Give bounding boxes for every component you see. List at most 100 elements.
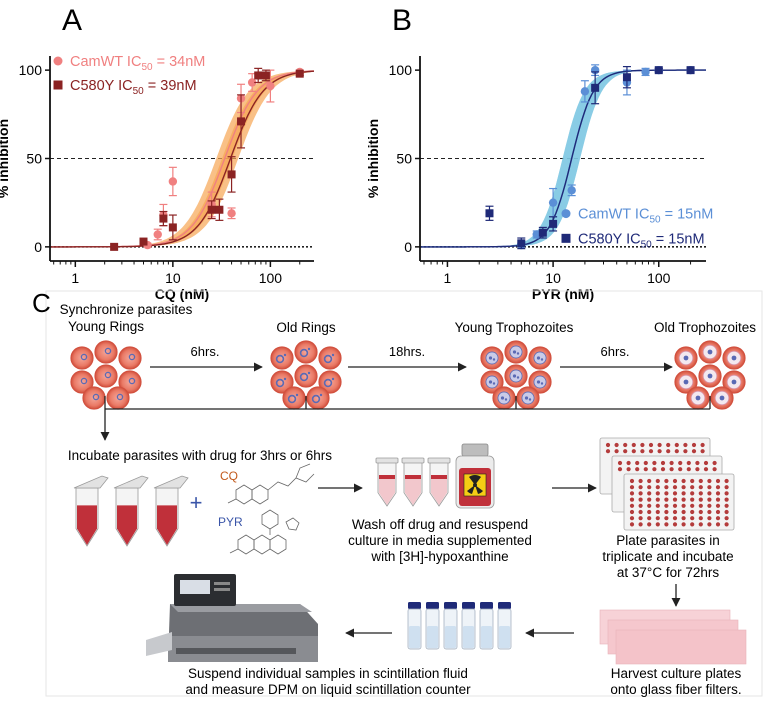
- data-point-camwt: [580, 87, 590, 96]
- plate-well: [605, 449, 611, 454]
- chart-b: 0 50 100 1 10 100 PYR (nM) % inhibition CamWT IC…: [365, 56, 713, 302]
- data-point-c580y: [686, 66, 695, 75]
- plate-well: [707, 485, 712, 490]
- pyr-structure: [229, 509, 300, 555]
- parasite-dot: [536, 356, 541, 360]
- scintillation-vials: [407, 602, 512, 650]
- data-point-camwt: [548, 198, 558, 207]
- parasite-dot: [536, 380, 541, 384]
- pellet-band: [405, 475, 421, 479]
- plate-well: [629, 491, 635, 496]
- plate-well: [629, 478, 635, 484]
- legend-entry: CamWT IC50 = 34nM: [70, 54, 205, 73]
- plate-well: [655, 485, 660, 490]
- plate-well: [638, 522, 643, 527]
- data-point-camwt: [168, 177, 178, 186]
- plate-well: [690, 478, 695, 484]
- ring-parasite: [80, 353, 88, 361]
- parasite-dot: [512, 374, 517, 378]
- red-blood-cell: [270, 346, 294, 370]
- plate-well: [672, 497, 678, 502]
- y-tick-label: 100: [389, 62, 413, 78]
- plate-well: [666, 449, 671, 454]
- plate-well: [681, 516, 686, 521]
- plate-well: [664, 478, 669, 484]
- young-troph-label: Young Trophozoites: [455, 320, 574, 335]
- x-tick-label: 100: [647, 270, 671, 286]
- ring-parasite: [275, 354, 285, 364]
- pellet-band: [431, 475, 447, 479]
- plate-well: [681, 491, 686, 496]
- tube-cap: [73, 475, 109, 489]
- plate-well: [638, 516, 643, 521]
- panel-c: C Synchronize parasites Young Rings Old …: [32, 288, 763, 697]
- plate-well: [678, 467, 683, 472]
- pyr-label: PYR: [218, 515, 243, 529]
- parasite-dot: [528, 398, 532, 401]
- data-point-camwt: [532, 230, 541, 239]
- plate-well: [629, 503, 635, 508]
- ring-parasite: [275, 378, 285, 388]
- data-point-camwt: [567, 186, 576, 195]
- data-point-c580y: [538, 228, 547, 237]
- ring-parasite: [128, 377, 136, 385]
- x-axis-label: CQ (nM): [155, 286, 209, 302]
- plate-well: [683, 442, 688, 448]
- plate-well: [690, 503, 695, 508]
- data-point-c580y: [237, 117, 246, 126]
- plate-well: [672, 509, 678, 515]
- plate-well: [707, 522, 712, 527]
- panel-a: A 0 50 100 1 10 100 CQ (nM) % inhibition CamWT I…: [0, 4, 315, 302]
- ring-parasite: [104, 371, 112, 379]
- plate-well: [707, 497, 712, 502]
- red-blood-cell: [306, 386, 330, 410]
- panel-b: B 0 50 100 1 10 100 PYR (nM) % inhibition CamWT …: [365, 4, 713, 302]
- plate-well: [664, 503, 669, 508]
- cq-structure: [227, 463, 315, 505]
- ring-parasite: [116, 393, 124, 401]
- plate-well: [635, 467, 640, 472]
- plate-well: [664, 516, 669, 521]
- data-point-c580y: [168, 223, 177, 232]
- plate-well: [681, 522, 686, 527]
- panel-c-letter: C: [32, 288, 51, 318]
- plate-well: [652, 460, 657, 466]
- rbc-cluster: [70, 340, 142, 410]
- plate-well: [626, 460, 631, 466]
- culture-plates: [599, 437, 735, 531]
- plate-well: [638, 491, 643, 496]
- plate-well: [672, 516, 678, 521]
- ring-parasite: [323, 354, 333, 364]
- cq-label: CQ: [220, 469, 238, 483]
- plate-well: [657, 442, 662, 448]
- scintillation-vial: [425, 602, 440, 650]
- plate-well: [703, 467, 709, 472]
- tube-liquid: [405, 475, 421, 505]
- plate-well: [672, 485, 678, 490]
- data-point-c580y: [207, 205, 216, 214]
- scintillation-vial: [479, 602, 494, 650]
- plate-well: [629, 485, 635, 490]
- red-blood-cell: [318, 346, 342, 370]
- plate-well: [638, 497, 643, 502]
- plate-well: [660, 460, 666, 466]
- parasite-dot: [516, 376, 520, 379]
- drug-tubes: [73, 475, 189, 547]
- plate-well: [707, 509, 712, 515]
- data-point-c580y: [261, 71, 270, 80]
- plate-well: [690, 485, 695, 490]
- plate-well: [657, 449, 662, 454]
- data-point-c580y: [110, 242, 119, 251]
- wash-line-3: with [3H]-hypoxanthine: [370, 549, 508, 564]
- x-tick-label: 100: [259, 270, 283, 286]
- multiwell-plate: [623, 473, 735, 531]
- y-axis-label: % inhibition: [365, 119, 381, 198]
- plate-well: [698, 497, 703, 502]
- plate-well: [638, 509, 643, 515]
- plate-well: [655, 503, 660, 508]
- plate-well: [690, 516, 695, 521]
- plate-well: [707, 516, 712, 521]
- tube-rim: [401, 457, 425, 464]
- plate-well: [698, 491, 703, 496]
